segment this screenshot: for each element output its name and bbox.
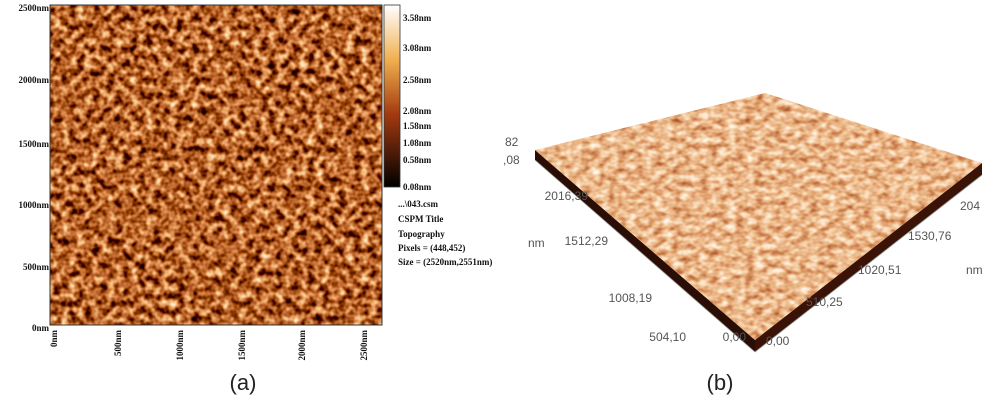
colorbar xyxy=(384,5,400,187)
x-axis-unit: nm xyxy=(966,263,982,277)
x-axis-label: 1500nm xyxy=(237,330,247,361)
y-axis-unit: nm xyxy=(528,236,545,250)
y-axis-label: 1008,19 xyxy=(609,291,653,305)
colorbar-label: 1.58nm xyxy=(403,121,432,131)
info-line: Pixels = (448,452) xyxy=(398,243,465,253)
colorbar-label: 2.08nm xyxy=(403,106,432,116)
y-axis-label: 0,00 xyxy=(723,330,747,344)
x-axis-label: 0nm xyxy=(49,330,59,348)
y-axis-label: 500nm xyxy=(23,262,50,272)
info-line: CSPM Title xyxy=(398,214,443,224)
colorbar-label: 0.58nm xyxy=(403,155,432,165)
x-axis-label: 1000nm xyxy=(175,330,185,361)
y-axis-label: 0nm xyxy=(32,323,50,333)
x-axis-label: 510,25 xyxy=(806,295,843,309)
info-line: ...\043.csm xyxy=(398,199,438,209)
colorbar-label: 1.08nm xyxy=(403,138,432,148)
info-line: Topography xyxy=(398,229,445,239)
info-line: Size = (2520nm,2551nm) xyxy=(398,257,492,267)
colorbar-label: 0.08nm xyxy=(403,182,432,192)
x-axis-label: 1020,51 xyxy=(858,263,902,277)
x-axis-label: 2000nm xyxy=(297,330,307,361)
x-axis-label: 500nm xyxy=(113,330,123,357)
x-axis-label: 2500nm xyxy=(359,330,369,361)
corner-label: 82 xyxy=(505,135,519,149)
x-axis-label: 1530,76 xyxy=(908,229,952,243)
y-axis-label: 2500nm xyxy=(18,3,49,13)
y-axis-label: 2000nm xyxy=(18,75,49,85)
y-axis-label: 1512,29 xyxy=(565,234,609,248)
y-axis-label: 1000nm xyxy=(18,200,49,210)
topography-image xyxy=(50,5,382,325)
corner-label: ,08 xyxy=(503,153,520,167)
colorbar-label: 3.08nm xyxy=(403,43,432,53)
y-axis-label: 2016,39 xyxy=(545,189,589,203)
y-axis-label: 504,10 xyxy=(649,330,686,344)
caption: (b) xyxy=(707,370,734,395)
figure: 2500nm 2000nm 1500nm 1000nm 500nm 0nm0nm 500nm… xyxy=(0,0,982,404)
surface-3d xyxy=(520,80,982,350)
y-axis-label: 1500nm xyxy=(18,139,49,149)
x-axis-label: 0,00 xyxy=(766,334,790,348)
colorbar-label: 2.58nm xyxy=(403,75,432,85)
x-axis-label: 204 xyxy=(960,199,980,213)
caption: (a) xyxy=(230,370,257,395)
colorbar-label: 3.58nm xyxy=(403,13,432,23)
